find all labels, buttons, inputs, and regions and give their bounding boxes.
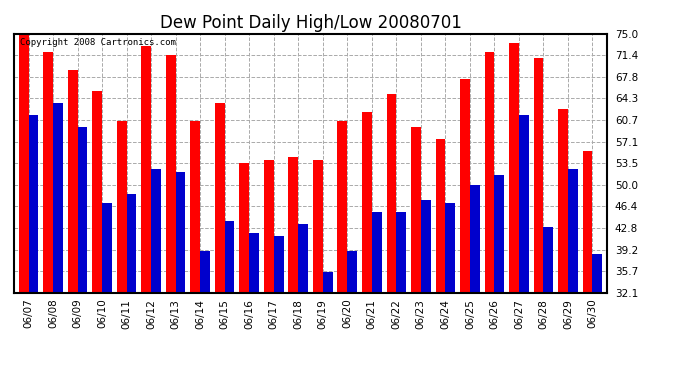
Bar [288, 158, 298, 292]
Bar [176, 172, 186, 292]
Bar [593, 254, 602, 292]
Bar [470, 184, 480, 292]
Bar [126, 194, 137, 292]
Bar [495, 176, 504, 292]
Bar [239, 164, 249, 292]
Bar [372, 211, 382, 292]
Bar [421, 200, 431, 292]
Bar [396, 211, 406, 292]
Bar [298, 224, 308, 292]
Bar [166, 55, 176, 292]
Bar [445, 202, 455, 292]
Bar [19, 34, 28, 292]
Bar [215, 103, 225, 292]
Bar [323, 272, 333, 292]
Bar [544, 227, 553, 292]
Bar [435, 139, 445, 292]
Bar [117, 121, 126, 292]
Bar [264, 160, 274, 292]
Text: Copyright 2008 Cartronics.com: Copyright 2008 Cartronics.com [20, 38, 176, 46]
Bar [533, 58, 544, 292]
Bar [92, 91, 102, 292]
Bar [102, 202, 112, 292]
Bar [460, 79, 470, 292]
Bar [68, 70, 77, 292]
Bar [53, 103, 63, 292]
Title: Dew Point Daily High/Low 20080701: Dew Point Daily High/Low 20080701 [159, 14, 462, 32]
Bar [274, 236, 284, 292]
Bar [509, 43, 519, 292]
Bar [484, 52, 495, 292]
Bar [386, 94, 396, 292]
Bar [347, 251, 357, 292]
Bar [313, 160, 323, 292]
Bar [568, 170, 578, 292]
Bar [141, 46, 151, 292]
Bar [151, 170, 161, 292]
Bar [225, 221, 235, 292]
Bar [362, 112, 372, 292]
Bar [28, 115, 39, 292]
Bar [190, 121, 200, 292]
Bar [337, 121, 347, 292]
Bar [77, 127, 88, 292]
Bar [582, 152, 593, 292]
Bar [519, 115, 529, 292]
Bar [43, 52, 53, 292]
Bar [558, 109, 568, 292]
Bar [200, 251, 210, 292]
Bar [249, 233, 259, 292]
Bar [411, 127, 421, 292]
